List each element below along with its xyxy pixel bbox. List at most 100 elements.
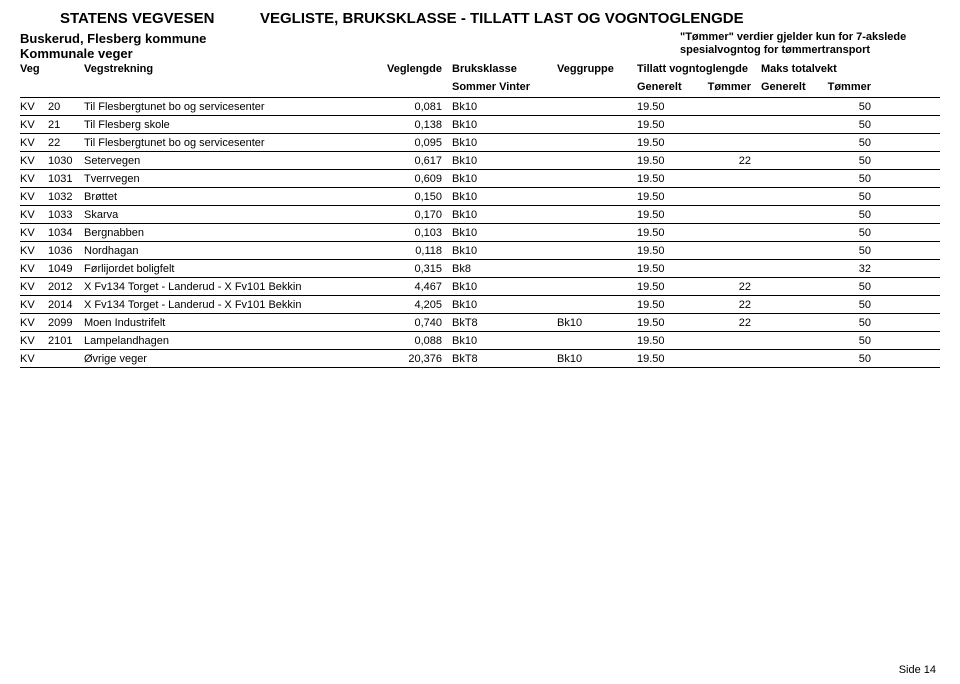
cell-tillatt-generelt: 19.50 bbox=[637, 245, 699, 257]
table-row: KV1030Setervegen0,617Bk1019.502250 bbox=[20, 152, 940, 170]
cell-veg: KV bbox=[20, 155, 48, 167]
cell-veggruppe: Bk10 bbox=[557, 353, 637, 365]
cell-veggruppe bbox=[557, 299, 637, 311]
cell-tillatt-tommer bbox=[699, 209, 761, 221]
cell-veg: KV bbox=[20, 245, 48, 257]
cell-bruksklasse: Bk10 bbox=[452, 173, 557, 185]
cell-tillatt-tommer bbox=[699, 263, 761, 275]
cell-maks-generelt bbox=[761, 281, 811, 293]
cell-veggruppe bbox=[557, 281, 637, 293]
cell-num: 1034 bbox=[48, 227, 84, 239]
cell-maks-generelt bbox=[761, 263, 811, 275]
col-tillatt: Tillatt vogntoglengde bbox=[637, 63, 761, 75]
cell-tillatt-generelt: 19.50 bbox=[637, 137, 699, 149]
cell-maks-tommer: 50 bbox=[811, 245, 871, 257]
cell-maks-generelt bbox=[761, 227, 811, 239]
cell-bruksklasse: Bk10 bbox=[452, 299, 557, 311]
cell-bruksklasse: Bk10 bbox=[452, 209, 557, 221]
cell-maks-tommer: 50 bbox=[811, 299, 871, 311]
cell-tillatt-generelt: 19.50 bbox=[637, 227, 699, 239]
cell-tillatt-generelt: 19.50 bbox=[637, 335, 699, 347]
page-title: VEGLISTE, BRUKSKLASSE - TILLATT LAST OG … bbox=[260, 10, 744, 27]
cell-tillatt-tommer bbox=[699, 191, 761, 203]
cell-veg: KV bbox=[20, 191, 48, 203]
cell-num bbox=[48, 353, 84, 365]
cell-tillatt-generelt: 19.50 bbox=[637, 209, 699, 221]
cell-tillatt-generelt: 19.50 bbox=[637, 173, 699, 185]
cell-name: Skarva bbox=[84, 209, 382, 221]
cell-maks-tommer: 50 bbox=[811, 191, 871, 203]
cell-veg: KV bbox=[20, 353, 48, 365]
cell-lengde: 4,205 bbox=[382, 299, 452, 311]
col-maks-gen: Generelt bbox=[761, 81, 811, 93]
cell-bruksklasse: Bk10 bbox=[452, 227, 557, 239]
cell-name: Setervegen bbox=[84, 155, 382, 167]
cell-maks-tommer: 50 bbox=[811, 353, 871, 365]
cell-name: Tverrvegen bbox=[84, 173, 382, 185]
col-tillatt-gen: Generelt bbox=[637, 81, 699, 93]
cell-name: Til Flesberg skole bbox=[84, 119, 382, 131]
cell-maks-tommer: 50 bbox=[811, 155, 871, 167]
table-row: KV22Til Flesbergtunet bo og servicesente… bbox=[20, 134, 940, 152]
table-row: KV1049Førlijordet boligfelt0,315Bk819.50… bbox=[20, 260, 940, 278]
cell-tillatt-tommer bbox=[699, 137, 761, 149]
note-row: "Tømmer" verdier gjelder kun for 7-aksle… bbox=[20, 31, 940, 57]
cell-tillatt-tommer: 22 bbox=[699, 317, 761, 329]
timber-note-l2: spesialvogntog for tømmertransport bbox=[680, 44, 940, 57]
cell-lengde: 0,315 bbox=[382, 263, 452, 275]
cell-maks-tommer: 50 bbox=[811, 209, 871, 221]
cell-lengde: 0,740 bbox=[382, 317, 452, 329]
cell-num: 22 bbox=[48, 137, 84, 149]
cell-lengde: 0,138 bbox=[382, 119, 452, 131]
cell-veg: KV bbox=[20, 209, 48, 221]
cell-maks-generelt bbox=[761, 299, 811, 311]
table-row: KV2014X Fv134 Torget - Landerud - X Fv10… bbox=[20, 296, 940, 314]
cell-maks-generelt bbox=[761, 209, 811, 221]
cell-num: 1033 bbox=[48, 209, 84, 221]
cell-num: 2014 bbox=[48, 299, 84, 311]
org-name: STATENS VEGVESEN bbox=[60, 10, 260, 27]
cell-veg: KV bbox=[20, 299, 48, 311]
cell-tillatt-tommer bbox=[699, 119, 761, 131]
cell-tillatt-tommer bbox=[699, 245, 761, 257]
cell-lengde: 0,081 bbox=[382, 101, 452, 113]
cell-name: Brøttet bbox=[84, 191, 382, 203]
cell-veggruppe bbox=[557, 263, 637, 275]
col-bruks-sub: Sommer Vinter bbox=[452, 81, 557, 93]
cell-name: Til Flesbergtunet bo og servicesenter bbox=[84, 101, 382, 113]
col-maks: Maks totalvekt bbox=[761, 63, 871, 75]
cell-veggruppe bbox=[557, 335, 637, 347]
cell-maks-generelt bbox=[761, 191, 811, 203]
cell-bruksklasse: Bk10 bbox=[452, 155, 557, 167]
table-row: KV2101Lampelandhagen0,088Bk1019.5050 bbox=[20, 332, 940, 350]
cell-veg: KV bbox=[20, 101, 48, 113]
cell-veg: KV bbox=[20, 281, 48, 293]
cell-lengde: 20,376 bbox=[382, 353, 452, 365]
cell-num: 1030 bbox=[48, 155, 84, 167]
cell-tillatt-tommer bbox=[699, 353, 761, 365]
cell-name: X Fv134 Torget - Landerud - X Fv101 Bekk… bbox=[84, 299, 382, 311]
cell-name: Førlijordet boligfelt bbox=[84, 263, 382, 275]
page: STATENS VEGVESEN VEGLISTE, BRUKSKLASSE -… bbox=[0, 0, 960, 684]
table-row: KV20Til Flesbergtunet bo og servicesente… bbox=[20, 98, 940, 116]
table: Veg Vegstrekning Veglengde Bruksklasse V… bbox=[20, 63, 940, 368]
cell-veggruppe bbox=[557, 245, 637, 257]
cell-name: Moen Industrifelt bbox=[84, 317, 382, 329]
cell-name: Bergnabben bbox=[84, 227, 382, 239]
cell-tillatt-generelt: 19.50 bbox=[637, 191, 699, 203]
cell-tillatt-generelt: 19.50 bbox=[637, 119, 699, 131]
cell-bruksklasse: Bk10 bbox=[452, 119, 557, 131]
cell-maks-tommer: 50 bbox=[811, 227, 871, 239]
cell-maks-tommer: 32 bbox=[811, 263, 871, 275]
cell-lengde: 0,118 bbox=[382, 245, 452, 257]
cell-num: 1036 bbox=[48, 245, 84, 257]
cell-maks-tommer: 50 bbox=[811, 137, 871, 149]
cell-veg: KV bbox=[20, 335, 48, 347]
cell-veggruppe bbox=[557, 137, 637, 149]
timber-note-l1: "Tømmer" verdier gjelder kun for 7-aksle… bbox=[680, 31, 940, 44]
cell-veggruppe bbox=[557, 227, 637, 239]
cell-bruksklasse: BkT8 bbox=[452, 353, 557, 365]
cell-lengde: 0,088 bbox=[382, 335, 452, 347]
cell-maks-generelt bbox=[761, 101, 811, 113]
cell-name: Lampelandhagen bbox=[84, 335, 382, 347]
